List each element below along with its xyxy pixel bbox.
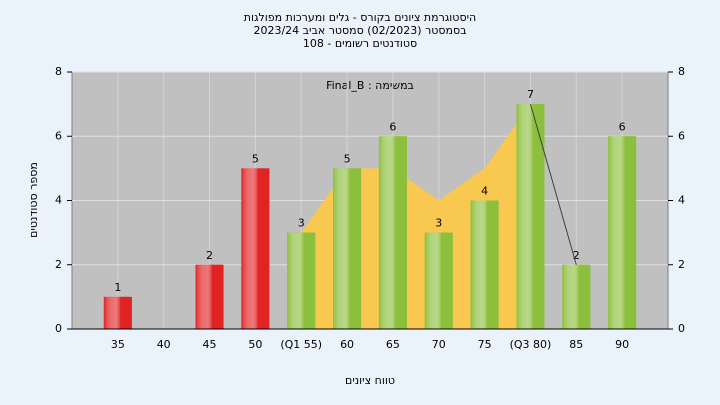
value-label: 6 <box>389 120 396 133</box>
value-label: 4 <box>481 185 488 198</box>
x-axis-label: טווח ציונים <box>345 374 395 387</box>
x-tick-label: 50 <box>248 338 262 351</box>
y2-tick-label: 4 <box>678 194 685 207</box>
x-tick-label: 35 <box>111 338 125 351</box>
y-tick-label: 4 <box>55 194 62 207</box>
y2-tick-label: 2 <box>678 258 685 271</box>
bar <box>333 168 362 329</box>
bar <box>562 264 591 329</box>
value-label: 7 <box>527 88 534 101</box>
value-label: 2 <box>206 249 213 262</box>
bar <box>241 168 270 329</box>
x-tick-label: 65 <box>386 338 400 351</box>
x-tick-label: 90 <box>615 338 629 351</box>
value-label: 2 <box>573 249 580 262</box>
value-label: 3 <box>298 217 305 230</box>
y-tick-label: 2 <box>55 258 62 271</box>
value-label: 1 <box>114 281 121 294</box>
bar <box>195 264 224 329</box>
bar <box>516 104 545 329</box>
x-tick-label: 45 <box>203 338 217 351</box>
bar <box>608 136 637 329</box>
x-tick-label: 85 <box>569 338 583 351</box>
bar <box>103 296 132 329</box>
line <box>529 103 577 265</box>
value-label: 3 <box>435 217 442 230</box>
value-label: 6 <box>619 120 626 133</box>
x-tick-label: 60 <box>340 338 354 351</box>
x-tick-label: 40 <box>157 338 171 351</box>
chart-subtitle: סטודנטים רשומים - 108 <box>303 37 417 50</box>
chart-subtitle: בסמסטר (02/2023) סמסטר אביב 2023/24 <box>253 24 466 37</box>
y-tick-label: 0 <box>55 322 62 335</box>
y-tick-label: 8 <box>55 65 62 78</box>
bar <box>378 136 407 329</box>
y2-tick-label: 0 <box>678 322 685 335</box>
y-tick-label: 6 <box>55 129 62 142</box>
x-tick-label: 70 <box>432 338 446 351</box>
value-label: 5 <box>252 152 259 165</box>
bar <box>470 200 499 329</box>
y2-tick-label: 6 <box>678 129 685 142</box>
bar <box>287 232 316 329</box>
annotation: במשימה : Final_B <box>326 79 414 92</box>
value-label: 5 <box>344 152 351 165</box>
y-axis-label: מספר סטודנטים <box>27 162 40 238</box>
x-tick-label: (Q3 80) <box>510 338 552 351</box>
y2-tick-label: 8 <box>678 65 685 78</box>
bar <box>424 232 453 329</box>
chart-title: היסטוגרמת ציונים בקורס - גלים ומערכות מפ… <box>244 11 476 24</box>
x-tick-label: (Q1 55) <box>280 338 322 351</box>
x-tick-label: 75 <box>478 338 492 351</box>
